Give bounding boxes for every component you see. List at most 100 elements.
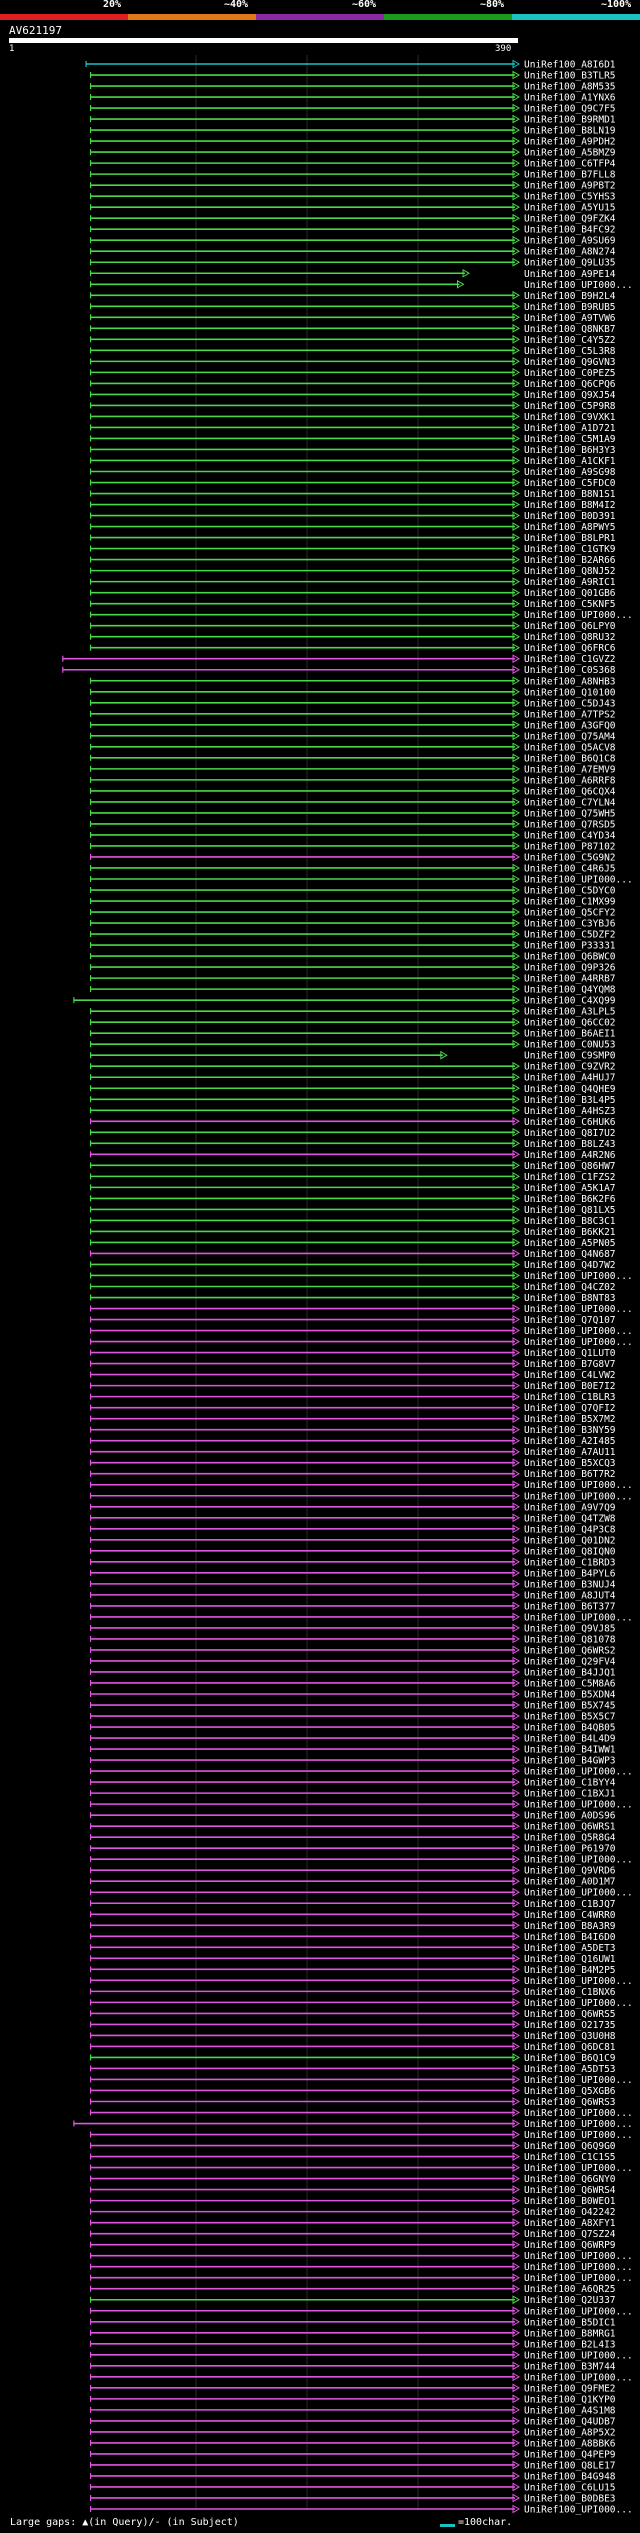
scale-label: ~100% [601,0,632,10]
hit-arrow [512,1601,520,1611]
hit-label: UniRef100_C9VXK1 [524,412,616,423]
hit-arrow [512,1744,520,1754]
hit-label: UniRef100_UPI000... [524,2163,633,2174]
hit-label: UniRef100_B4L4D9 [524,1734,616,1745]
hit-arrow [512,412,520,421]
hit-label: UniRef100_A7AU11 [524,1447,616,1458]
hit-label: UniRef100_Q8NJ52 [524,566,616,577]
hit-label: UniRef100_Q6BWC0 [524,952,616,963]
hit-label: UniRef100_C1BLR3 [524,1392,616,1403]
hit-label: UniRef100_Q6LPY0 [524,621,616,632]
hit-label: UniRef100_C5DZF2 [524,930,616,941]
hit-arrow [512,345,520,355]
hit-arrow [512,445,520,454]
hit-label: UniRef100_A8M535 [524,82,616,93]
hit-label: UniRef100_B3TLR5 [524,71,616,82]
hit-arrow [512,1381,520,1390]
hit-label: UniRef100_UPI000... [524,1271,633,1282]
hit-arrow [512,202,520,212]
hit-label: UniRef100_UPI000... [524,2372,633,2383]
hit-label: UniRef100_UPI000... [524,2108,633,2119]
hit-label: UniRef100_Q1LUT0 [524,1348,616,1359]
hit-label: UniRef100_B7G8V7 [524,1359,616,1370]
hit-label: UniRef100_Q8RU32 [524,632,616,643]
hit-label: UniRef100_A8P5X2 [524,2427,616,2438]
hit-label: UniRef100_Q8IQN0 [524,1546,616,1557]
hit-arrow [512,456,520,465]
hit-label: UniRef100_Q6CPQ6 [524,379,616,390]
hit-label: UniRef100_UPI000... [524,1855,633,1866]
hit-arrow [512,1094,520,1104]
hit-label: UniRef100_UPI000... [524,1998,633,2009]
hit-label: UniRef100_A5DT53 [524,2064,616,2075]
hit-arrow [512,1557,520,1567]
hit-arrow [512,1788,520,1798]
hit-label: UniRef100_Q81LX5 [524,1205,616,1216]
hit-label: UniRef100_Q16UW1 [524,1954,616,1965]
hit-label: UniRef100_P87102 [524,841,616,852]
hit-label: UniRef100_Q2U337 [524,2295,616,2306]
hit-label: UniRef100_UPI000... [524,2119,633,2130]
hit-arrow [512,1436,520,1446]
hit-label: UniRef100_UPI000... [524,1888,633,1899]
hit-arrow [512,973,520,983]
hit-label: UniRef100_A9TVW6 [524,313,616,324]
hit-arrow [512,434,520,443]
hit-label: UniRef100_B5XDN4 [524,1690,616,1701]
hit-label: UniRef100_C5L3R8 [524,346,616,357]
hit-label: UniRef100_C5DJ43 [524,698,616,709]
hit-label: UniRef100_Q9FZK4 [524,214,616,225]
hit-arrow [512,632,520,642]
hit-arrow [512,533,520,542]
hit-arrow [512,213,520,223]
hit-arrow [512,775,520,785]
hit-arrow [512,301,520,311]
axis-end-label: 390 [495,44,512,54]
hit-arrow [512,1678,520,1688]
hit-arrow [512,1865,520,1875]
hit-arrow [512,929,520,939]
hit-arrow [512,1138,520,1148]
hit-label: UniRef100_Q6GNY0 [524,2174,616,2185]
hit-label: UniRef100_UPI000... [524,1491,633,1502]
hit-label: UniRef100_Q9FME2 [524,2383,616,2394]
hit-arrow [512,544,520,553]
hit-arrow [512,2416,520,2426]
hit-arrow [512,1766,520,1776]
hit-arrow [512,2020,520,2029]
hit-arrow [512,1942,520,1952]
hit-label: UniRef100_Q7SZ24 [524,2229,616,2240]
hit-arrow [512,92,520,102]
hit-label: UniRef100_A5YU15 [524,203,616,214]
hit-label: UniRef100_C0NU53 [524,1040,616,1051]
hit-label: UniRef100_C4Y5Z2 [524,335,616,346]
hit-arrow [512,2471,520,2481]
hit-arrow [512,114,520,124]
hit-label: UniRef100_A9PE14 [524,269,616,280]
hit-label: UniRef100_Q4TZW8 [524,1513,616,1524]
hit-label: UniRef100_B0DBE3 [524,2493,616,2504]
hit-label: UniRef100_B9H2L4 [524,291,616,302]
hit-label: UniRef100_Q4UDB7 [524,2416,616,2427]
scale-label: ~40% [224,0,249,10]
hit-arrow [512,1964,520,1974]
hit-label: UniRef100_Q8LE17 [524,2460,616,2471]
hit-arrow [512,2196,520,2205]
hit-arrow [512,1634,520,1644]
scale-label: 20% [103,0,122,10]
hit-label: UniRef100_C6HUK6 [524,1117,616,1128]
hit-label: UniRef100_A4R2N6 [524,1150,616,1161]
hit-arrow [512,2493,520,2503]
hit-label: UniRef100_UPI000... [524,2262,633,2273]
hit-label: UniRef100_A9RIC1 [524,577,616,588]
hit-label: UniRef100_A2I485 [524,1436,616,1447]
hit-arrow [512,2482,520,2492]
hit-arrow [512,1546,520,1556]
hit-label: UniRef100_C5YHS3 [524,192,616,203]
hit-label: UniRef100_C0PEZ5 [524,368,616,379]
hit-label: UniRef100_Q29FV4 [524,1656,616,1667]
hit-arrow [512,2031,520,2040]
hit-arrow [512,2295,520,2305]
hit-label: UniRef100_Q4YQM8 [524,985,616,996]
hit-arrow [512,2394,520,2404]
